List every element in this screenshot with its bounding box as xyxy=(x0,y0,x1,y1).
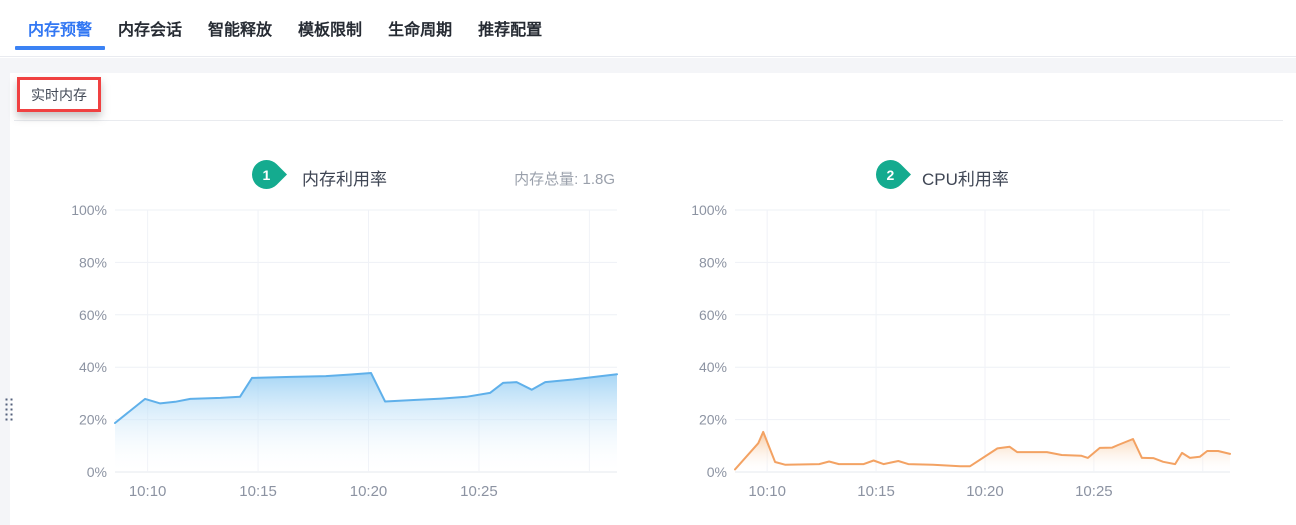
svg-text:80%: 80% xyxy=(79,254,107,270)
svg-text:10:15: 10:15 xyxy=(857,483,895,500)
cpu-usage-chart[interactable]: 0% 20% 40% 60% 80% 100% 10:10 10:15 10:20 10:25 xyxy=(680,190,1246,520)
memory-total-note: 内存总量: 1.8G xyxy=(514,171,615,188)
svg-text:60%: 60% xyxy=(699,307,727,323)
tab-label: 内存会话 xyxy=(118,22,183,39)
svg-text:100%: 100% xyxy=(691,202,727,218)
svg-text:20%: 20% xyxy=(79,412,107,428)
svg-text:0%: 0% xyxy=(87,464,107,480)
tab-memory-alert[interactable]: 内存预警 xyxy=(15,0,106,56)
svg-text:10:25: 10:25 xyxy=(460,483,498,500)
memory-usage-chart[interactable]: 0% 20% 40% 60% 80% 100% 10:10 10:15 10:20 10:25 xyxy=(60,190,630,520)
tab-memory-session[interactable]: 内存会话 xyxy=(105,0,195,56)
svg-text:60%: 60% xyxy=(79,307,107,323)
svg-text:40%: 40% xyxy=(79,359,107,375)
tab-label: 推荐配置 xyxy=(478,22,543,39)
cpu-chart-title: CPU利用率 xyxy=(922,170,1009,189)
svg-text:10:15: 10:15 xyxy=(239,483,277,500)
badge-number: 1 xyxy=(262,166,271,183)
section-tab-realtime-memory[interactable]: 实时内存 xyxy=(31,86,87,103)
active-tab-underline xyxy=(15,46,106,50)
tab-recommended-config[interactable]: 推荐配置 xyxy=(465,0,555,56)
tab-lifecycle[interactable]: 生命周期 xyxy=(375,0,465,56)
drag-handle[interactable] xyxy=(3,396,13,422)
svg-text:10:20: 10:20 xyxy=(350,483,388,500)
svg-text:40%: 40% xyxy=(699,359,727,375)
top-tab-bar: 内存预警 内存会话 智能释放 模板限制 生命周期 推荐配置 xyxy=(0,0,1296,57)
svg-text:0%: 0% xyxy=(707,464,727,480)
svg-text:20%: 20% xyxy=(699,412,727,428)
tab-label: 智能释放 xyxy=(208,22,273,39)
badge-number: 2 xyxy=(886,166,895,183)
tab-label: 生命周期 xyxy=(388,22,453,39)
tab-label: 内存预警 xyxy=(28,22,93,39)
memory-chart-title: 内存利用率 xyxy=(302,170,387,189)
page-background-strip xyxy=(0,58,10,525)
tab-template-limit[interactable]: 模板限制 xyxy=(285,0,375,56)
svg-text:10:20: 10:20 xyxy=(966,483,1004,500)
annotation-highlight-box: 实时内存 xyxy=(17,77,101,112)
svg-text:10:10: 10:10 xyxy=(748,483,786,500)
tab-label: 模板限制 xyxy=(298,22,363,39)
svg-text:80%: 80% xyxy=(699,254,727,270)
svg-text:100%: 100% xyxy=(71,202,107,218)
svg-text:10:10: 10:10 xyxy=(129,483,167,500)
tab-smart-release[interactable]: 智能释放 xyxy=(195,0,285,56)
svg-text:10:25: 10:25 xyxy=(1075,483,1113,500)
page-background-band xyxy=(0,58,1296,73)
section-divider xyxy=(14,120,1283,121)
